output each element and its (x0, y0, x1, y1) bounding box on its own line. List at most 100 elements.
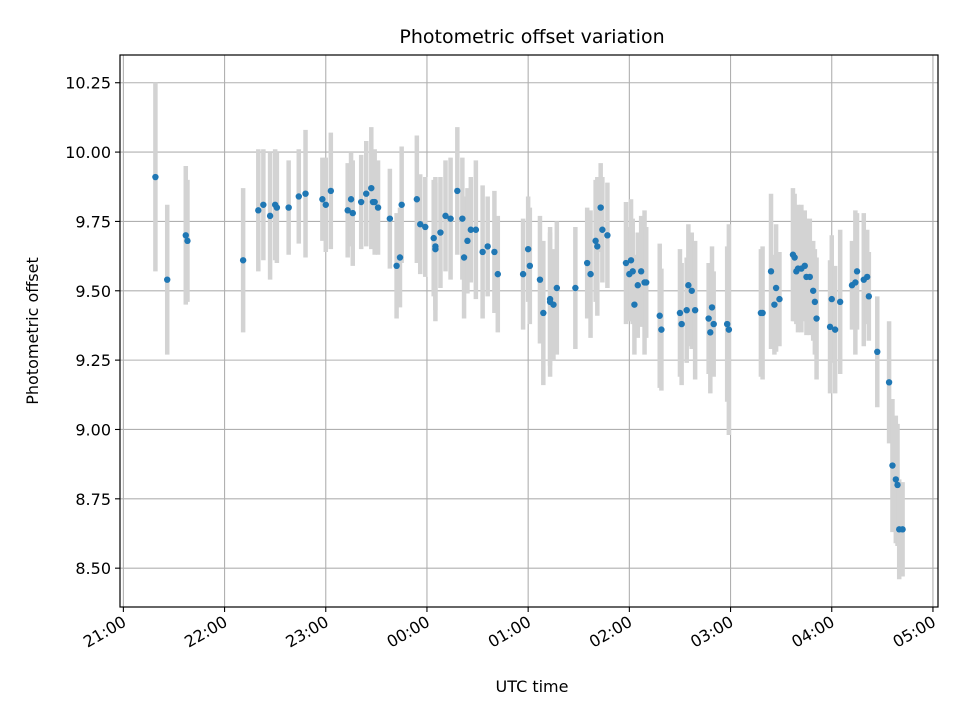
data-point (691, 306, 699, 314)
data-point (874, 348, 881, 356)
data-point (889, 462, 896, 469)
data-point (432, 243, 439, 250)
data-point (484, 243, 491, 250)
data-point (344, 207, 351, 214)
data-point (707, 329, 714, 336)
y-tick-label: 8.50 (75, 559, 111, 578)
data-point (319, 196, 326, 203)
data-point (255, 207, 262, 214)
data-point (295, 193, 302, 200)
data-point (678, 320, 685, 328)
data-point (865, 293, 873, 300)
data-point (239, 257, 247, 264)
data-point (656, 312, 663, 319)
data-point (184, 237, 191, 245)
data-point (524, 245, 532, 253)
data-point (658, 326, 665, 333)
data-point (536, 276, 544, 283)
data-point (772, 284, 780, 292)
data-point (519, 270, 527, 278)
data-point (285, 204, 292, 211)
y-tick-label: 9.25 (75, 351, 111, 370)
data-point (572, 284, 579, 292)
data-point (587, 270, 594, 278)
data-point (447, 215, 454, 222)
data-point (809, 287, 817, 294)
data-point (885, 379, 893, 386)
data-point (688, 287, 695, 294)
data-point (710, 320, 717, 328)
data-point (791, 254, 798, 261)
data-point (776, 295, 783, 303)
data-point (540, 309, 547, 317)
data-point (629, 268, 636, 275)
data-point (708, 304, 716, 311)
data-point (494, 270, 501, 278)
data-point (437, 229, 444, 236)
data-point (322, 201, 329, 208)
data-point (811, 298, 819, 306)
data-point (634, 282, 641, 289)
data-point (767, 268, 775, 275)
data-point (806, 273, 814, 281)
y-axis-ticks: 8.50 8.75 9.00 9.25 9.50 9.75 10.00 10.25 (65, 74, 120, 578)
data-point (393, 262, 400, 270)
data-point (599, 226, 606, 233)
data-point (430, 234, 437, 242)
data-point (349, 209, 356, 217)
data-point (479, 248, 486, 256)
x-axis-label: UTC time (496, 677, 569, 696)
data-point (398, 201, 405, 208)
data-point (472, 226, 480, 233)
data-point (676, 309, 684, 317)
data-point (894, 481, 901, 489)
data-point (164, 276, 171, 283)
data-point (813, 315, 820, 322)
data-point (371, 198, 378, 206)
data-point (643, 279, 650, 286)
data-point (266, 212, 274, 220)
data-point (526, 262, 534, 270)
data-point (723, 320, 731, 328)
data-point (396, 254, 404, 261)
plot-frame (119, 54, 939, 608)
data-point (182, 232, 189, 239)
data-point (386, 215, 394, 222)
data-point (347, 196, 355, 203)
data-point (759, 309, 766, 317)
data-point (454, 187, 461, 195)
data-point (705, 315, 712, 322)
data-point (363, 190, 370, 197)
data-point (899, 526, 906, 533)
data-point (892, 476, 900, 483)
y-tick-label: 10.00 (65, 143, 111, 162)
data-point (491, 248, 498, 256)
data-point (801, 262, 808, 270)
data-point (460, 254, 468, 261)
y-tick-label: 10.25 (65, 74, 111, 93)
data-points (152, 173, 906, 533)
data-point (725, 326, 733, 333)
data-point (464, 237, 471, 245)
data-point (828, 295, 835, 303)
data-point (831, 326, 839, 333)
data-point (273, 204, 281, 211)
data-point (637, 268, 645, 275)
data-point (467, 226, 475, 233)
chart-title: Photometric offset variation (399, 26, 664, 48)
data-point (413, 196, 421, 203)
data-point (583, 259, 591, 267)
data-point (852, 279, 859, 286)
data-point (631, 301, 638, 308)
data-point (550, 301, 557, 308)
data-point (683, 306, 690, 314)
data-point (459, 215, 466, 222)
data-point (422, 223, 429, 231)
data-point (374, 204, 382, 211)
data-point (627, 257, 635, 264)
data-point (597, 204, 604, 211)
data-point (863, 273, 871, 281)
y-axis-label: Photometric offset (23, 257, 42, 405)
data-point (594, 243, 601, 250)
